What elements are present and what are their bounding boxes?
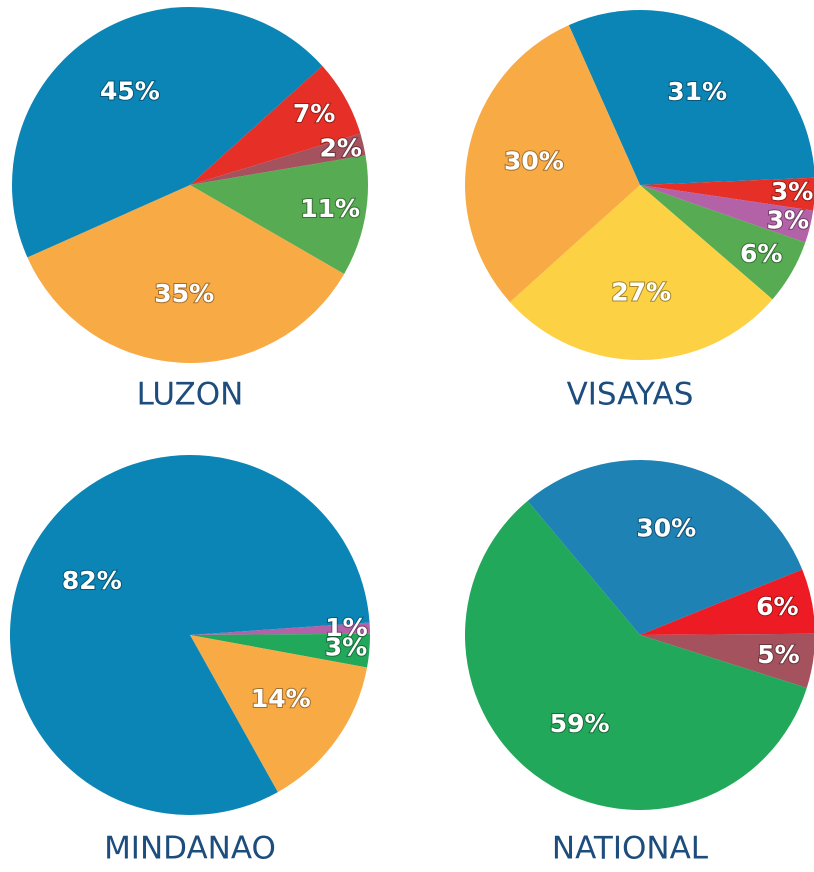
pie-title: NATIONAL xyxy=(552,831,709,867)
pie-title: VISAYAS xyxy=(567,377,694,413)
pie-slice xyxy=(464,25,640,303)
pie-slice xyxy=(190,133,366,185)
slice-label: 35% xyxy=(154,279,214,308)
slice-label: 31% xyxy=(667,77,727,106)
pie-slice xyxy=(12,7,323,258)
slice-label: 14% xyxy=(251,684,311,713)
pie-slice xyxy=(640,569,814,635)
pie-slice xyxy=(190,635,368,793)
slice-label: 6% xyxy=(756,592,798,621)
slice-label: 45% xyxy=(100,76,160,105)
pie-slice xyxy=(640,177,814,211)
pie: 1%3% 14% 82% MINDANAO xyxy=(10,455,370,867)
slice-label: 5% xyxy=(757,640,799,669)
pie-title: MINDANAO xyxy=(104,831,276,867)
pie-slice xyxy=(509,185,773,360)
slice-label: 3% xyxy=(325,633,367,662)
slice-label: 30% xyxy=(504,146,564,175)
pie-slice xyxy=(190,622,370,635)
pie-slice xyxy=(640,185,806,300)
slice-label: 7% xyxy=(293,99,335,128)
pie: 30% 6% 5% 59% NATIONAL xyxy=(465,460,814,867)
pie: 31% 3%3% 6% 27% 30% VISAYAS xyxy=(464,10,814,413)
pie-slice xyxy=(640,185,814,243)
pie-slice xyxy=(27,185,345,363)
slice-label: 3% xyxy=(771,177,813,206)
pie-slice xyxy=(10,455,370,815)
slice-label: 30% xyxy=(636,514,696,543)
slice-label: 82% xyxy=(62,566,122,595)
pie-slice xyxy=(640,633,814,688)
pie-slice xyxy=(190,633,370,668)
slice-label: 1% xyxy=(325,613,367,642)
slice-label: 27% xyxy=(611,277,671,306)
slice-label: 3% xyxy=(767,205,809,234)
pie-slice xyxy=(527,460,803,635)
pie-slice xyxy=(568,10,814,185)
pie: 7% 2% 11% 35% 45% LUZON xyxy=(12,7,368,413)
pie-title: LUZON xyxy=(137,377,244,413)
slice-label: 6% xyxy=(740,239,782,268)
slice-label: 59% xyxy=(550,709,610,738)
pie-slice xyxy=(190,155,368,274)
slice-label: 2% xyxy=(320,134,362,163)
pie-slice xyxy=(465,500,807,811)
pie-slice xyxy=(190,65,361,185)
slice-label: 11% xyxy=(300,194,360,223)
